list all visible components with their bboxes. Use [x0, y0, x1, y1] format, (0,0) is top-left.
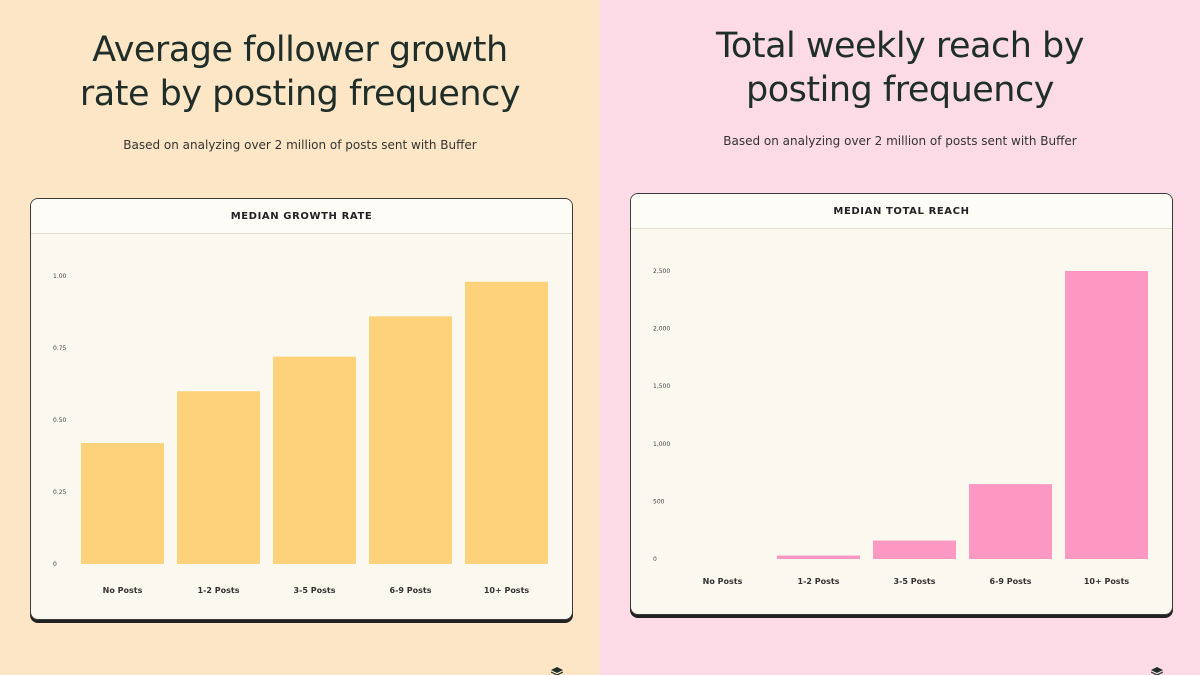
growth-y-tick-label: 0.25 [53, 489, 67, 496]
growth-y-tick-label: 0.75 [53, 345, 67, 352]
left-title-line2: rate by posting frequency [79, 74, 521, 114]
right-panel: Total weekly reach by posting frequency … [600, 0, 1200, 675]
growth-chart-title: MEDIAN GROWTH RATE [31, 199, 572, 234]
buffer-logo-icon [1151, 667, 1163, 675]
growth-bar-5 [465, 281, 548, 564]
reach-bar-2 [777, 555, 860, 559]
left-panel: Average follower growth rate by posting … [0, 0, 600, 675]
left-title: Average follower growth rate by posting … [0, 28, 600, 116]
growth-category-label: No Posts [103, 586, 143, 595]
reach-bar-5 [1065, 271, 1148, 559]
reach-chart-title: MEDIAN TOTAL REACH [631, 194, 1172, 229]
reach-bar-3 [873, 540, 956, 559]
reach-chart-card: MEDIAN TOTAL REACH 0 500 1,000 1,500 2,000 2,… [630, 193, 1173, 615]
growth-category-label: 3-5 Posts [294, 586, 336, 595]
growth-rate-chart: 0 0.25 0.50 0.75 1.00 No Posts 1-2 Posts 3-5 Po… [53, 273, 548, 595]
growth-bar-3 [273, 356, 356, 564]
reach-category-label: 10+ Posts [1084, 577, 1130, 586]
right-title-line1: Total weekly reach by [716, 26, 1084, 66]
growth-bar-4 [369, 316, 452, 564]
reach-y-tick-label: 2,500 [653, 268, 670, 275]
growth-chart-card: MEDIAN GROWTH RATE 0 0.25 0.50 0.75 1.00 No P… [30, 198, 573, 620]
left-title-line1: Average follower growth [92, 30, 508, 70]
reach-category-label: 1-2 Posts [798, 577, 840, 586]
reach-y-tick-label: 0 [653, 556, 657, 563]
growth-bar-1 [81, 443, 164, 564]
reach-category-label: 6-9 Posts [990, 577, 1032, 586]
reach-y-tick-label: 2,000 [653, 326, 670, 333]
left-subtitle: Based on analyzing over 2 million of pos… [123, 138, 477, 152]
buffer-logo-icon [551, 667, 563, 675]
growth-y-tick-label: 1.00 [53, 273, 67, 280]
growth-category-label: 6-9 Posts [390, 586, 432, 595]
total-reach-chart: 0 500 1,000 1,500 2,000 2,500 No Posts 1-2 Post… [653, 268, 1148, 586]
reach-y-tick-label: 500 [653, 498, 665, 505]
right-title-line2: posting frequency [746, 70, 1054, 110]
reach-bar-4 [969, 484, 1052, 559]
right-title: Total weekly reach by posting frequency [600, 24, 1200, 112]
growth-category-label: 10+ Posts [484, 586, 530, 595]
right-subtitle: Based on analyzing over 2 million of pos… [723, 134, 1077, 148]
growth-y-tick-label: 0.50 [53, 417, 67, 424]
reach-y-tick-label: 1,500 [653, 383, 670, 390]
reach-category-label: No Posts [703, 577, 743, 586]
reach-y-tick-label: 1,000 [653, 441, 670, 448]
growth-category-label: 1-2 Posts [198, 586, 240, 595]
growth-bar-2 [177, 391, 260, 564]
reach-category-label: 3-5 Posts [894, 577, 936, 586]
growth-y-tick-label: 0 [53, 561, 57, 568]
